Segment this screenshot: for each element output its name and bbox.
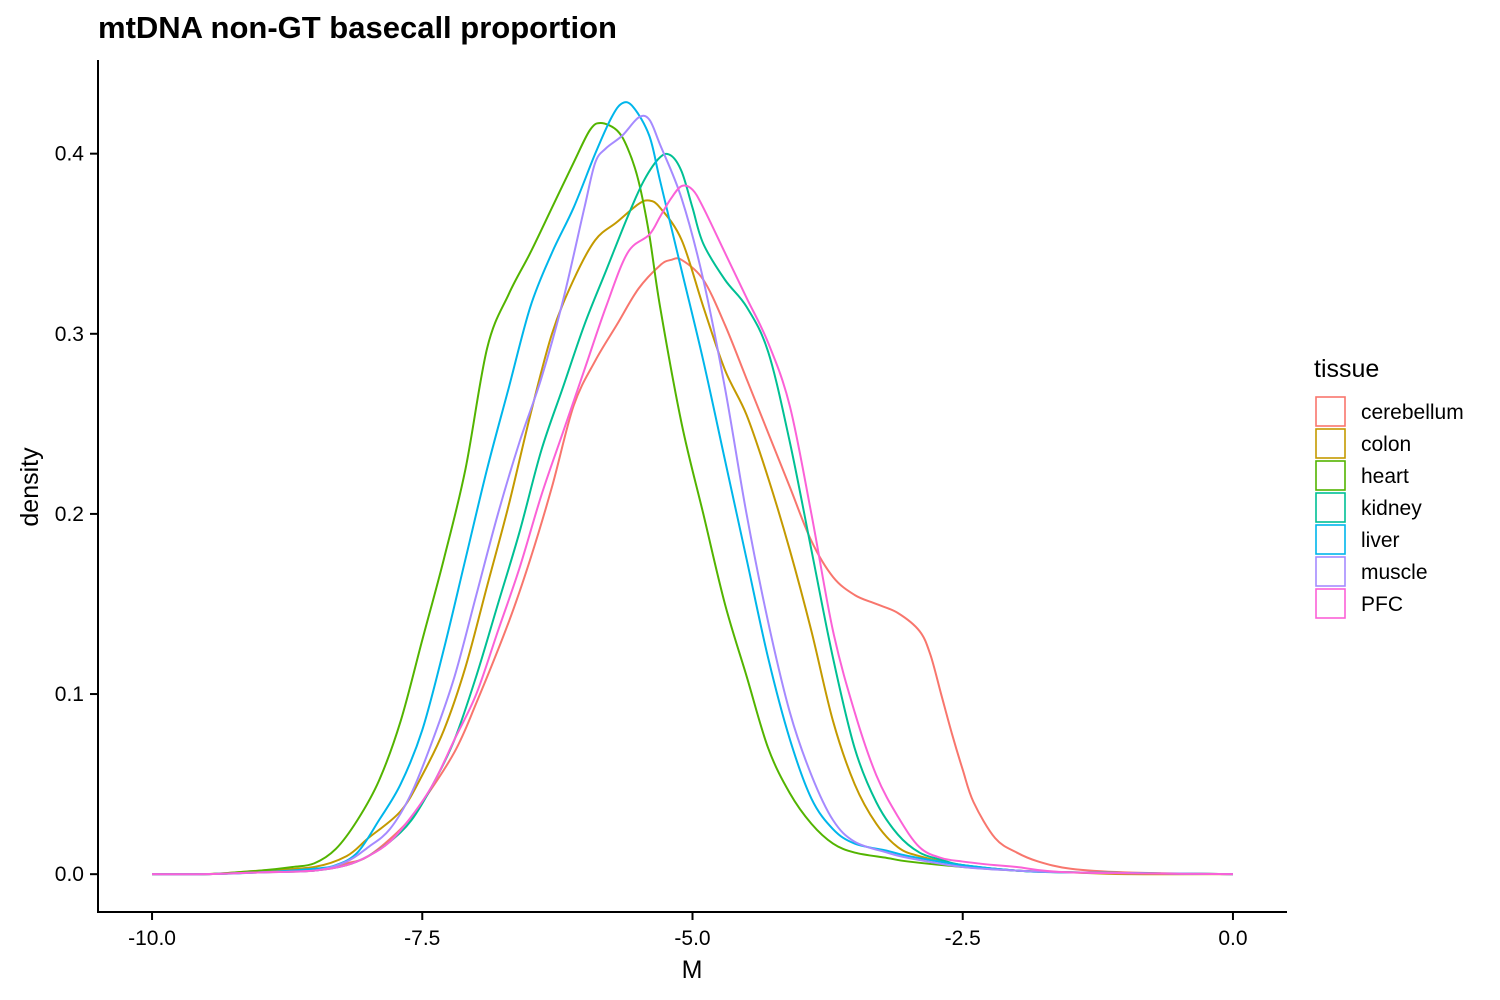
legend-key-heart bbox=[1315, 460, 1346, 491]
legend-label-colon: colon bbox=[1361, 433, 1411, 456]
plot-area bbox=[152, 101, 1233, 876]
legend-label-pfc: PFC bbox=[1361, 593, 1403, 616]
series-line-cerebellum bbox=[152, 257, 1233, 876]
chart-title: mtDNA non-GT basecall proportion bbox=[98, 10, 617, 45]
legend-key-kidney bbox=[1315, 492, 1346, 523]
y-tick-label: 0.2 bbox=[55, 503, 84, 526]
legend-key-muscle bbox=[1315, 556, 1346, 587]
series-line-kidney bbox=[152, 152, 1233, 876]
legend-key-cerebellum bbox=[1315, 396, 1346, 427]
legend-key-colon bbox=[1315, 428, 1346, 459]
y-axis-ticks: 0.0 0.1 0.2 0.3 0.4 bbox=[55, 143, 98, 886]
y-tick-label: 0.0 bbox=[55, 863, 84, 886]
legend-label-cerebellum: cerebellum bbox=[1361, 401, 1464, 424]
legend-label-muscle: muscle bbox=[1361, 561, 1428, 584]
legend: tissue cerebellum colon heart kidney liver mu… bbox=[1314, 355, 1464, 619]
x-tick-label: -10.0 bbox=[128, 927, 176, 950]
legend-key-liver bbox=[1315, 524, 1346, 555]
series-line-colon bbox=[152, 199, 1233, 876]
x-tick-label: -2.5 bbox=[945, 927, 981, 950]
y-tick-label: 0.3 bbox=[55, 323, 84, 346]
series-line-heart bbox=[152, 122, 1233, 876]
series-line-liver bbox=[152, 101, 1233, 876]
legend-label-kidney: kidney bbox=[1361, 497, 1422, 520]
legend-key-pfc bbox=[1315, 588, 1346, 619]
legend-label-heart: heart bbox=[1361, 465, 1409, 488]
series-line-pfc bbox=[152, 184, 1233, 876]
legend-label-liver: liver bbox=[1361, 529, 1400, 552]
x-tick-label: 0.0 bbox=[1218, 927, 1247, 950]
legend-title: tissue bbox=[1314, 355, 1379, 383]
x-tick-label: -7.5 bbox=[404, 927, 440, 950]
x-tick-label: -5.0 bbox=[674, 927, 710, 950]
y-tick-label: 0.1 bbox=[55, 683, 84, 706]
series-line-muscle bbox=[152, 114, 1233, 876]
x-axis-ticks: -10.0 -7.5 -5.0 -2.5 0.0 bbox=[128, 912, 1248, 950]
y-tick-label: 0.4 bbox=[55, 143, 85, 166]
x-axis-label: M bbox=[682, 956, 703, 984]
y-axis-label: density bbox=[16, 447, 44, 527]
